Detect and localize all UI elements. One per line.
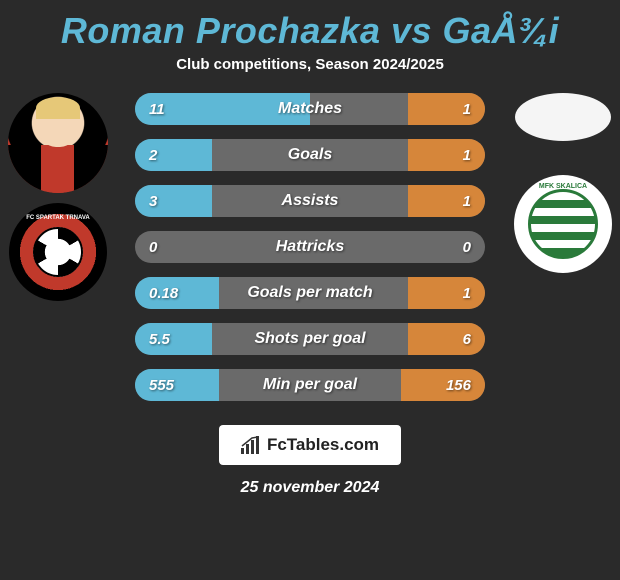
stat-value-right: 156	[446, 377, 471, 394]
club-badge-left-text: FC SPARTAK TRNAVA	[9, 215, 107, 221]
stat-value-right: 1	[463, 193, 471, 210]
stat-value-right: 1	[463, 147, 471, 164]
stat-label: Assists	[135, 192, 485, 210]
stat-label: Shots per goal	[135, 330, 485, 348]
footer-logo[interactable]: FcTables.com	[219, 425, 401, 465]
club-badge-right-text: MFK SKALICA	[514, 183, 612, 190]
comparison-card: Roman Prochazka vs GaÅ¾i Club competitio…	[0, 0, 620, 580]
footer-logo-text: FcTables.com	[267, 435, 379, 455]
player-left-jersey	[8, 145, 108, 193]
comparison-body: FC SPARTAK TRNAVA MFK SKALICA 11Matches1…	[0, 93, 620, 401]
club-badge-right-stripes	[528, 189, 598, 259]
player-right-avatar-placeholder	[515, 93, 611, 141]
stat-row: 2Goals1	[135, 139, 485, 171]
stat-row: 11Matches1	[135, 93, 485, 125]
stat-value-right: 6	[463, 331, 471, 348]
stat-row: 0Hattricks0	[135, 231, 485, 263]
player-left-column: FC SPARTAK TRNAVA	[8, 93, 108, 301]
stat-label: Hattricks	[135, 238, 485, 256]
player-left-avatar	[8, 93, 108, 193]
player-right-column: MFK SKALICA	[514, 93, 612, 273]
stat-row: 3Assists1	[135, 185, 485, 217]
stat-label: Goals per match	[135, 284, 485, 302]
stat-label: Min per goal	[135, 376, 485, 394]
page-title: Roman Prochazka vs GaÅ¾i	[61, 10, 559, 52]
player-left-hair	[36, 97, 80, 119]
stat-label: Goals	[135, 146, 485, 164]
club-badge-left: FC SPARTAK TRNAVA	[9, 203, 107, 301]
stat-label: Matches	[135, 100, 485, 118]
stats-table: 11Matches12Goals13Assists10Hattricks00.1…	[135, 93, 485, 401]
chart-icon	[241, 436, 261, 454]
footer-date: 25 november 2024	[241, 479, 380, 497]
club-badge-right: MFK SKALICA	[514, 175, 612, 273]
stat-value-right: 0	[463, 239, 471, 256]
stat-row: 5.5Shots per goal6	[135, 323, 485, 355]
stat-row: 0.18Goals per match1	[135, 277, 485, 309]
stat-value-right: 1	[463, 285, 471, 302]
page-subtitle: Club competitions, Season 2024/2025	[176, 56, 444, 73]
stat-row: 555Min per goal156	[135, 369, 485, 401]
stat-value-right: 1	[463, 101, 471, 118]
